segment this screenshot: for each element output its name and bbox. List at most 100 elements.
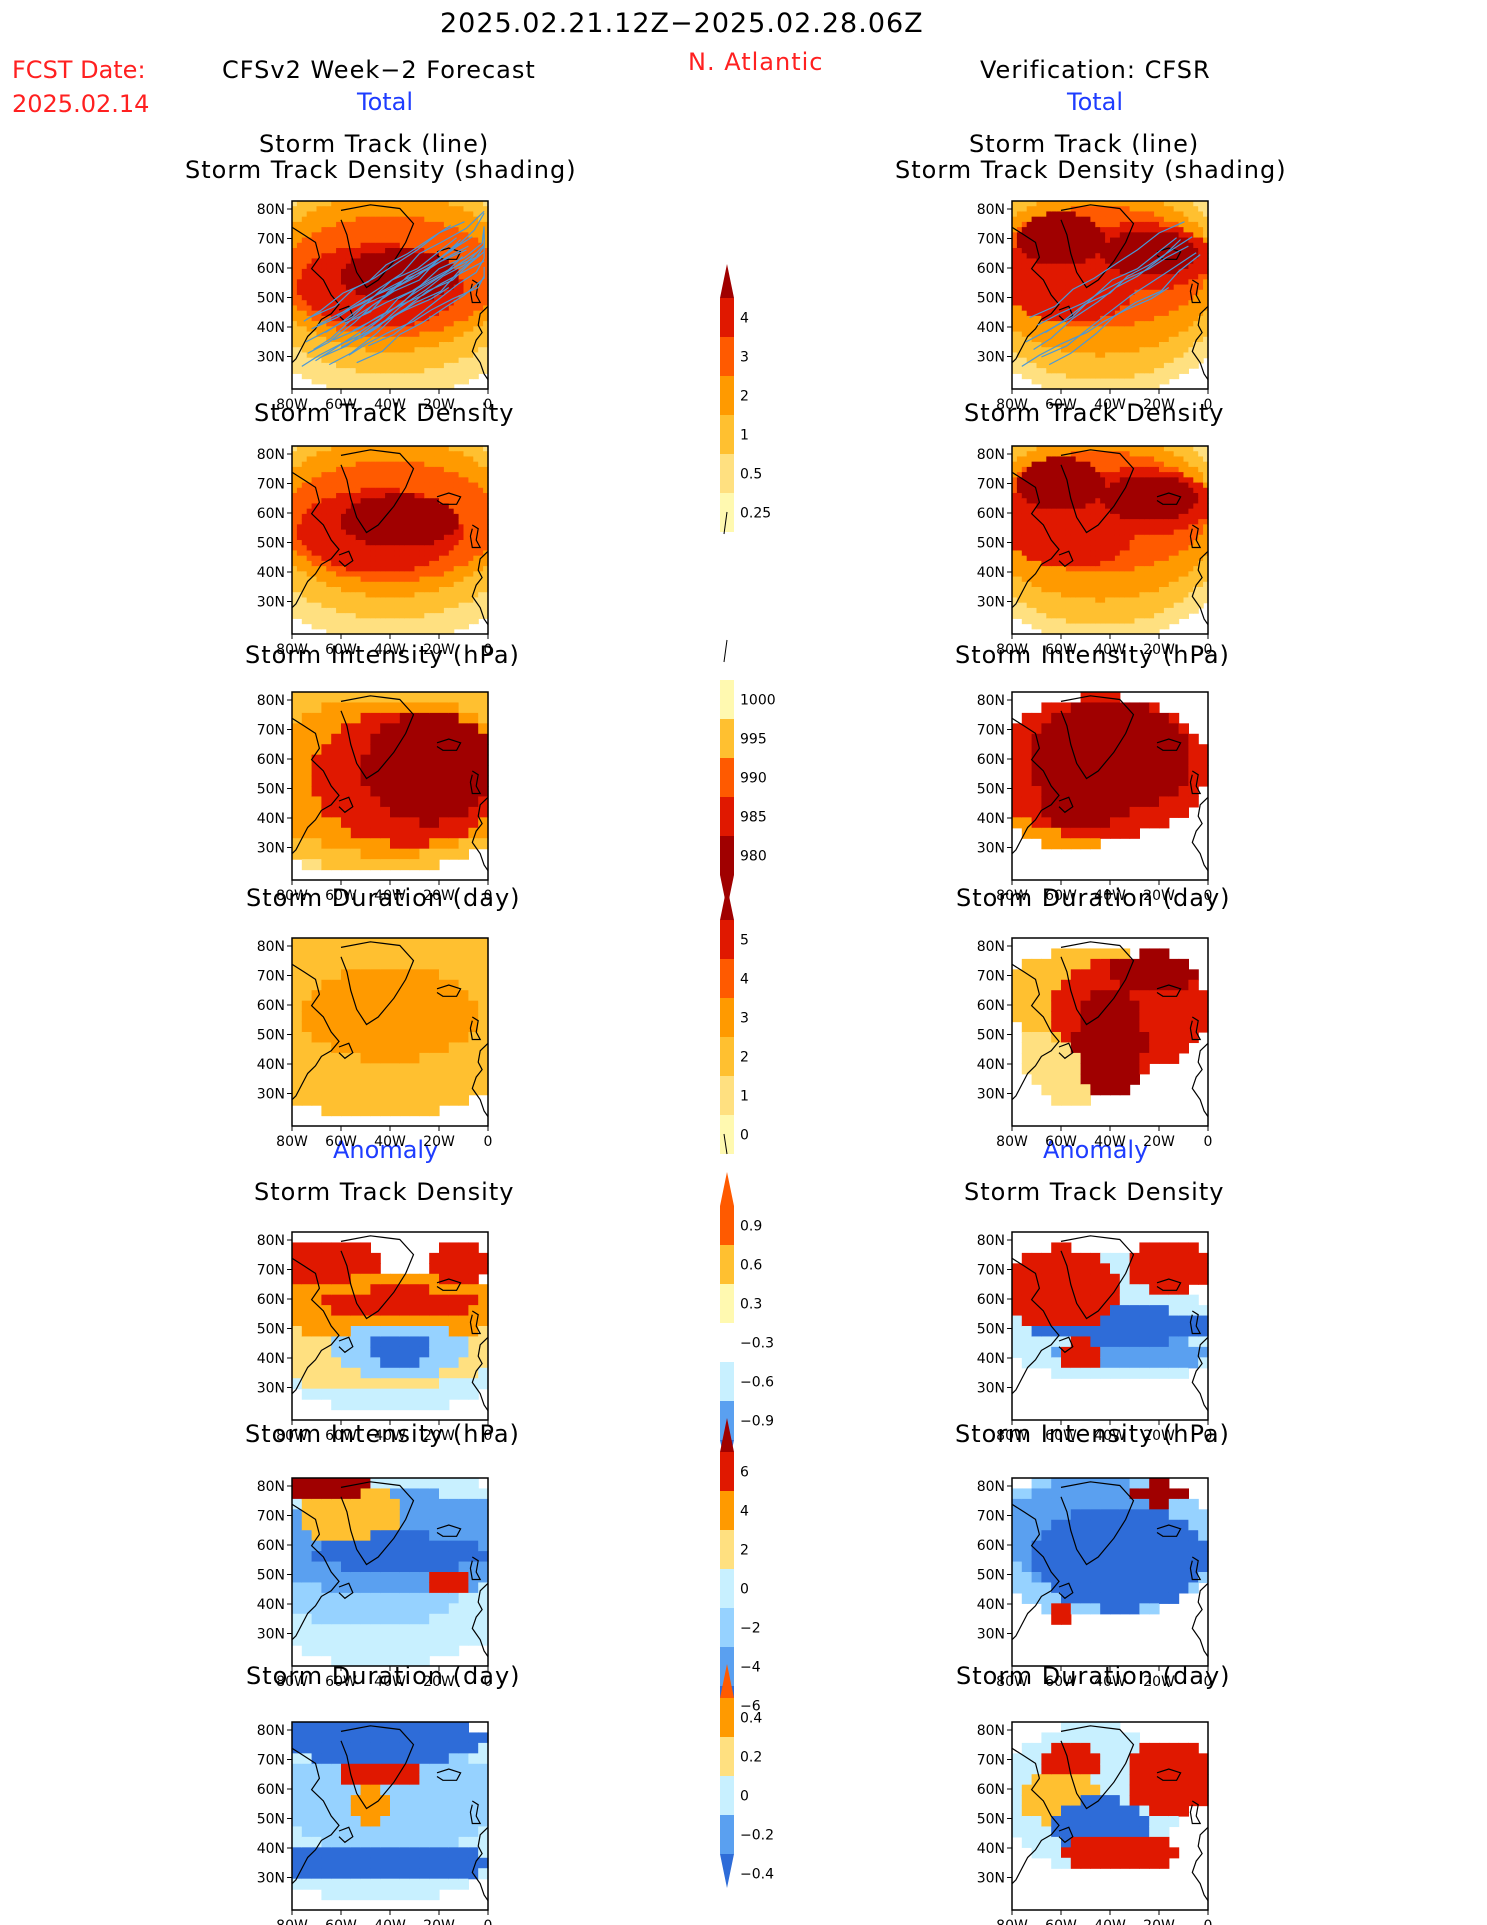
grid-cell (1178, 300, 1185, 307)
grid-cell (473, 258, 479, 265)
grid-cell (321, 300, 327, 307)
grid-cell (336, 383, 342, 390)
grid-cell (473, 540, 479, 546)
grid-cell (399, 305, 406, 312)
grid-cell (1036, 362, 1042, 369)
grid-cell (350, 253, 357, 260)
grid-cell (385, 534, 391, 541)
grid-cell (306, 206, 313, 213)
region-title: N. Atlantic (688, 48, 824, 76)
grid-cell (1075, 628, 1082, 635)
grid-cell (326, 466, 332, 473)
grid-cell (414, 342, 420, 348)
grid-cell (1159, 305, 1165, 312)
lat-label: 30N (257, 595, 285, 611)
grid-cell (468, 477, 474, 484)
grid-cell (1163, 201, 1170, 207)
grid-cell (390, 221, 396, 228)
grid-cell (1159, 373, 1165, 380)
grid-cell (380, 253, 386, 260)
grid-cell (414, 289, 420, 296)
grid-cell (360, 274, 367, 280)
grid-cell (439, 352, 445, 359)
grid-cell (414, 378, 420, 385)
grid-cell (350, 342, 357, 348)
grid-cell (1100, 383, 1106, 390)
grid-cell (1154, 373, 1160, 380)
grid-cell (1031, 263, 1038, 270)
grid-cell (1114, 211, 1121, 218)
grid-cell (1105, 258, 1111, 265)
grid-cell (424, 242, 430, 249)
grid-cell (1188, 201, 1194, 207)
grid-cell (448, 227, 455, 233)
grid-cell (419, 342, 425, 348)
grid-cell (399, 295, 406, 301)
grid-cell (331, 451, 337, 458)
grid-cell (1090, 581, 1096, 588)
grid-cell (380, 331, 386, 338)
grid-cell (448, 477, 455, 484)
grid-cell (1046, 279, 1052, 286)
grid-cell (404, 477, 411, 484)
grid-cell (385, 529, 391, 536)
grid-cell (1046, 560, 1052, 567)
grid-cell (301, 326, 308, 333)
grid-cell (468, 519, 474, 525)
grid-cell (316, 550, 322, 557)
grid-cell (370, 362, 376, 369)
grid-cell (424, 383, 430, 390)
grid-cell (478, 508, 484, 515)
grid-cell (468, 216, 474, 223)
grid-cell (311, 289, 318, 296)
grid-cell (1056, 581, 1062, 588)
grid-cell (1090, 618, 1096, 625)
grid-cell (409, 373, 416, 380)
grid-cell (1021, 336, 1028, 343)
grid-cell (448, 524, 455, 531)
grid-cell (341, 602, 347, 609)
grid-cell (316, 446, 322, 452)
grid-cell (321, 321, 327, 327)
grid-cell (350, 571, 357, 578)
grid-cell (429, 451, 435, 458)
grid-cell (1183, 362, 1189, 369)
grid-cell (1134, 258, 1140, 265)
grid-cell (1168, 284, 1175, 291)
grid-cell (1110, 279, 1116, 286)
grid-cell (1159, 206, 1165, 213)
grid-cell (1065, 602, 1072, 609)
grid-cell (1085, 362, 1091, 369)
grid-cell (365, 607, 371, 614)
grid-cell (1031, 300, 1038, 307)
grid-cell (1095, 336, 1101, 343)
grid-cell (1159, 331, 1165, 338)
grid-cell (1154, 227, 1160, 233)
grid-cell (1061, 248, 1067, 254)
grid-cell (1046, 592, 1052, 599)
grid-cell (306, 300, 313, 307)
grid-cell (1193, 253, 1199, 260)
grid-cell (443, 274, 450, 280)
grid-cell (399, 466, 406, 473)
grid-cell (1075, 258, 1082, 265)
grid-cell (1124, 352, 1131, 359)
grid-cell (1124, 237, 1131, 244)
grid-cell (463, 274, 469, 280)
grid-cell (1100, 342, 1106, 348)
grid-cell (1016, 362, 1023, 369)
grid-cell (390, 560, 396, 567)
grid-cell (306, 258, 313, 265)
grid-cell (1021, 461, 1028, 468)
grid-cell (1070, 555, 1077, 562)
grid-cell (360, 373, 367, 380)
grid-cell (448, 513, 455, 520)
grid-cell (468, 268, 474, 275)
grid-cell (336, 560, 342, 567)
grid-cell (1129, 373, 1136, 380)
grid-cell (1021, 508, 1028, 515)
grid-cell (1095, 503, 1101, 510)
grid-cell (1012, 263, 1018, 270)
grid-cell (473, 221, 479, 228)
grid-cell (385, 352, 391, 359)
